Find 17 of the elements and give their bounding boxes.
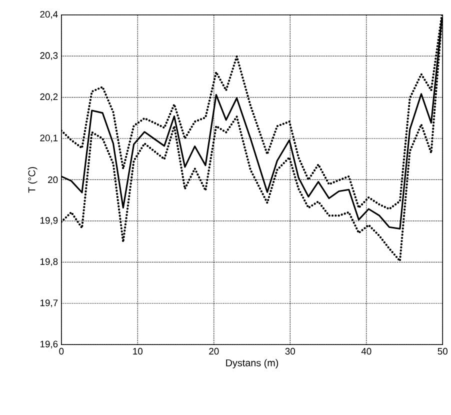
y-tick-label: 20,2 [40, 93, 58, 102]
y-tick-label: 20 [48, 176, 58, 184]
y-tick-label: 20,1 [40, 134, 58, 142]
y-tick-label: 19,9 [40, 217, 58, 225]
y-axis-title: T (°C) [28, 167, 38, 193]
y-tick-label: 19,7 [40, 300, 58, 308]
y-tick-label: 19,6 [40, 340, 58, 349]
x-tick-label: 40 [361, 348, 372, 355]
y-tick-label: 19,8 [40, 258, 58, 266]
x-tick-label: 0 [59, 348, 64, 355]
x-tick-label: 30 [285, 348, 295, 355]
x-axis-title: Dystans (m) [226, 359, 278, 368]
x-tick-label: 50 [438, 348, 448, 355]
y-tick-label: 20,3 [40, 52, 58, 60]
x-tick-label: 10 [133, 348, 143, 355]
y-tick-label: 20,4 [40, 11, 58, 19]
x-tick-label: 20 [209, 348, 219, 355]
